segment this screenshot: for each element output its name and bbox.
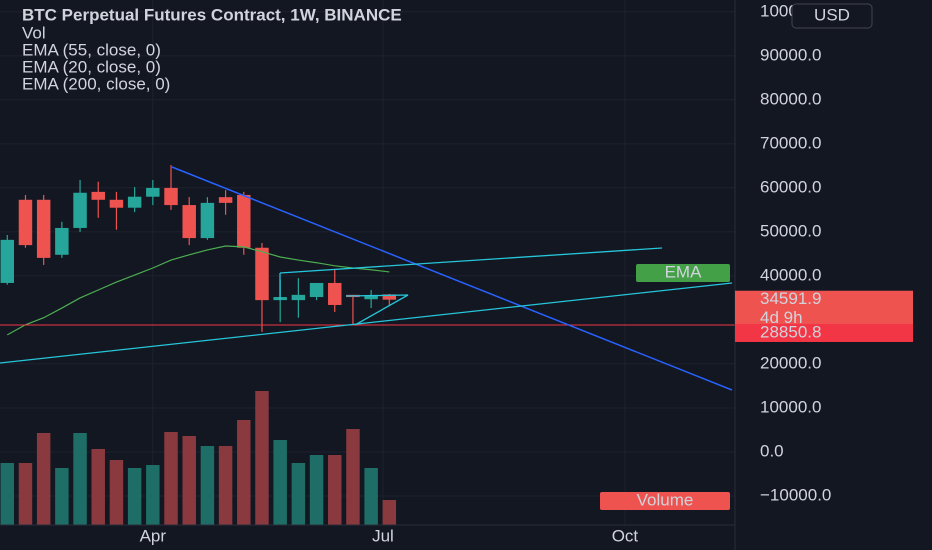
candle-body [127, 196, 142, 208]
volume-bar [109, 460, 124, 525]
y-tick-label: 40000.0 [760, 265, 821, 284]
volume-bar [382, 500, 397, 525]
candle-body [36, 199, 51, 258]
y-tick-label: 60000.0 [760, 177, 821, 196]
triangle-drawing [345, 294, 409, 326]
candle-body [146, 187, 160, 197]
legend: BTC Perpetual Futures Contract, 1W, BINA… [22, 5, 402, 93]
indicator: EMA (200, close, 0) [22, 74, 170, 93]
volume-bar [0, 463, 15, 525]
volume-bar [91, 449, 105, 525]
x-tick-label: Oct [612, 526, 639, 545]
y-tick-label: 90000.0 [760, 45, 821, 64]
volume-label: Volume [637, 490, 694, 509]
volume-bar [73, 433, 87, 525]
volume-bar [200, 446, 215, 525]
indicator: EMA (20, close, 0) [22, 57, 161, 76]
candle-body [237, 194, 251, 248]
countdown: 4d 9h [760, 308, 803, 327]
candle-body [364, 295, 378, 300]
candle-body [291, 294, 306, 301]
volume-bar [18, 463, 33, 525]
volume-bar [273, 440, 287, 525]
trend-line [279, 247, 663, 274]
candle-layer [0, 165, 735, 336]
volume-bar [164, 432, 178, 525]
chart-title: BTC Perpetual Futures Contract, 1W, BINA… [22, 5, 402, 24]
x-tick-label: Jul [372, 526, 394, 545]
last-price: 34591.9 [760, 289, 821, 308]
volume-bar [346, 429, 360, 525]
indicator: EMA (55, close, 0) [22, 40, 161, 59]
volume-bar [218, 446, 233, 525]
volume-bar [255, 391, 269, 525]
ema-line [6, 245, 390, 336]
candle-body [218, 197, 233, 203]
y-tick-label: 70000.0 [760, 133, 821, 152]
legend-tag [636, 264, 730, 282]
candle-body [309, 282, 324, 298]
volume-bar [328, 455, 342, 525]
candle-body [18, 199, 33, 246]
candle-body [182, 205, 196, 239]
volume-bar [309, 455, 324, 525]
candle-body [164, 187, 178, 206]
volume-bar [146, 465, 160, 525]
level-label: 28850.8 [760, 322, 821, 341]
volume-bar [237, 420, 251, 525]
y-tick-label: −10000.0 [760, 485, 831, 504]
axis-background [735, 0, 932, 550]
volume-bar [364, 468, 378, 525]
volume-bar [291, 463, 306, 525]
candle-body [255, 247, 269, 301]
trend-line [0, 282, 733, 364]
volume-bar [182, 436, 196, 525]
candle-body [109, 199, 124, 208]
indicator: Vol [22, 23, 46, 42]
volume-bar [55, 468, 69, 525]
y-tick-label: 0.0 [760, 441, 784, 460]
trend-line [171, 166, 733, 391]
candle-body [328, 282, 342, 305]
candle-body [382, 294, 397, 300]
candle-body [91, 191, 105, 200]
candle-body [200, 202, 215, 239]
x-tick-label: Apr [140, 526, 167, 545]
y-tick-label: 10000.0 [760, 397, 821, 416]
legend-label: EMA [665, 262, 703, 281]
volume-bar [127, 468, 142, 525]
y-tick-label: 20000.0 [760, 353, 821, 372]
level-tag [735, 323, 913, 342]
candle-body [73, 192, 87, 228]
volume-tag [600, 492, 730, 510]
y-tick-label: 80000.0 [760, 89, 821, 108]
candle-body [55, 227, 69, 255]
currency-label: USD [814, 5, 850, 24]
currency-button [791, 3, 873, 29]
volume-layer [0, 391, 397, 525]
y-tick-label: 50000.0 [760, 221, 821, 240]
volume-bar [36, 433, 51, 525]
candle-body [0, 239, 15, 283]
